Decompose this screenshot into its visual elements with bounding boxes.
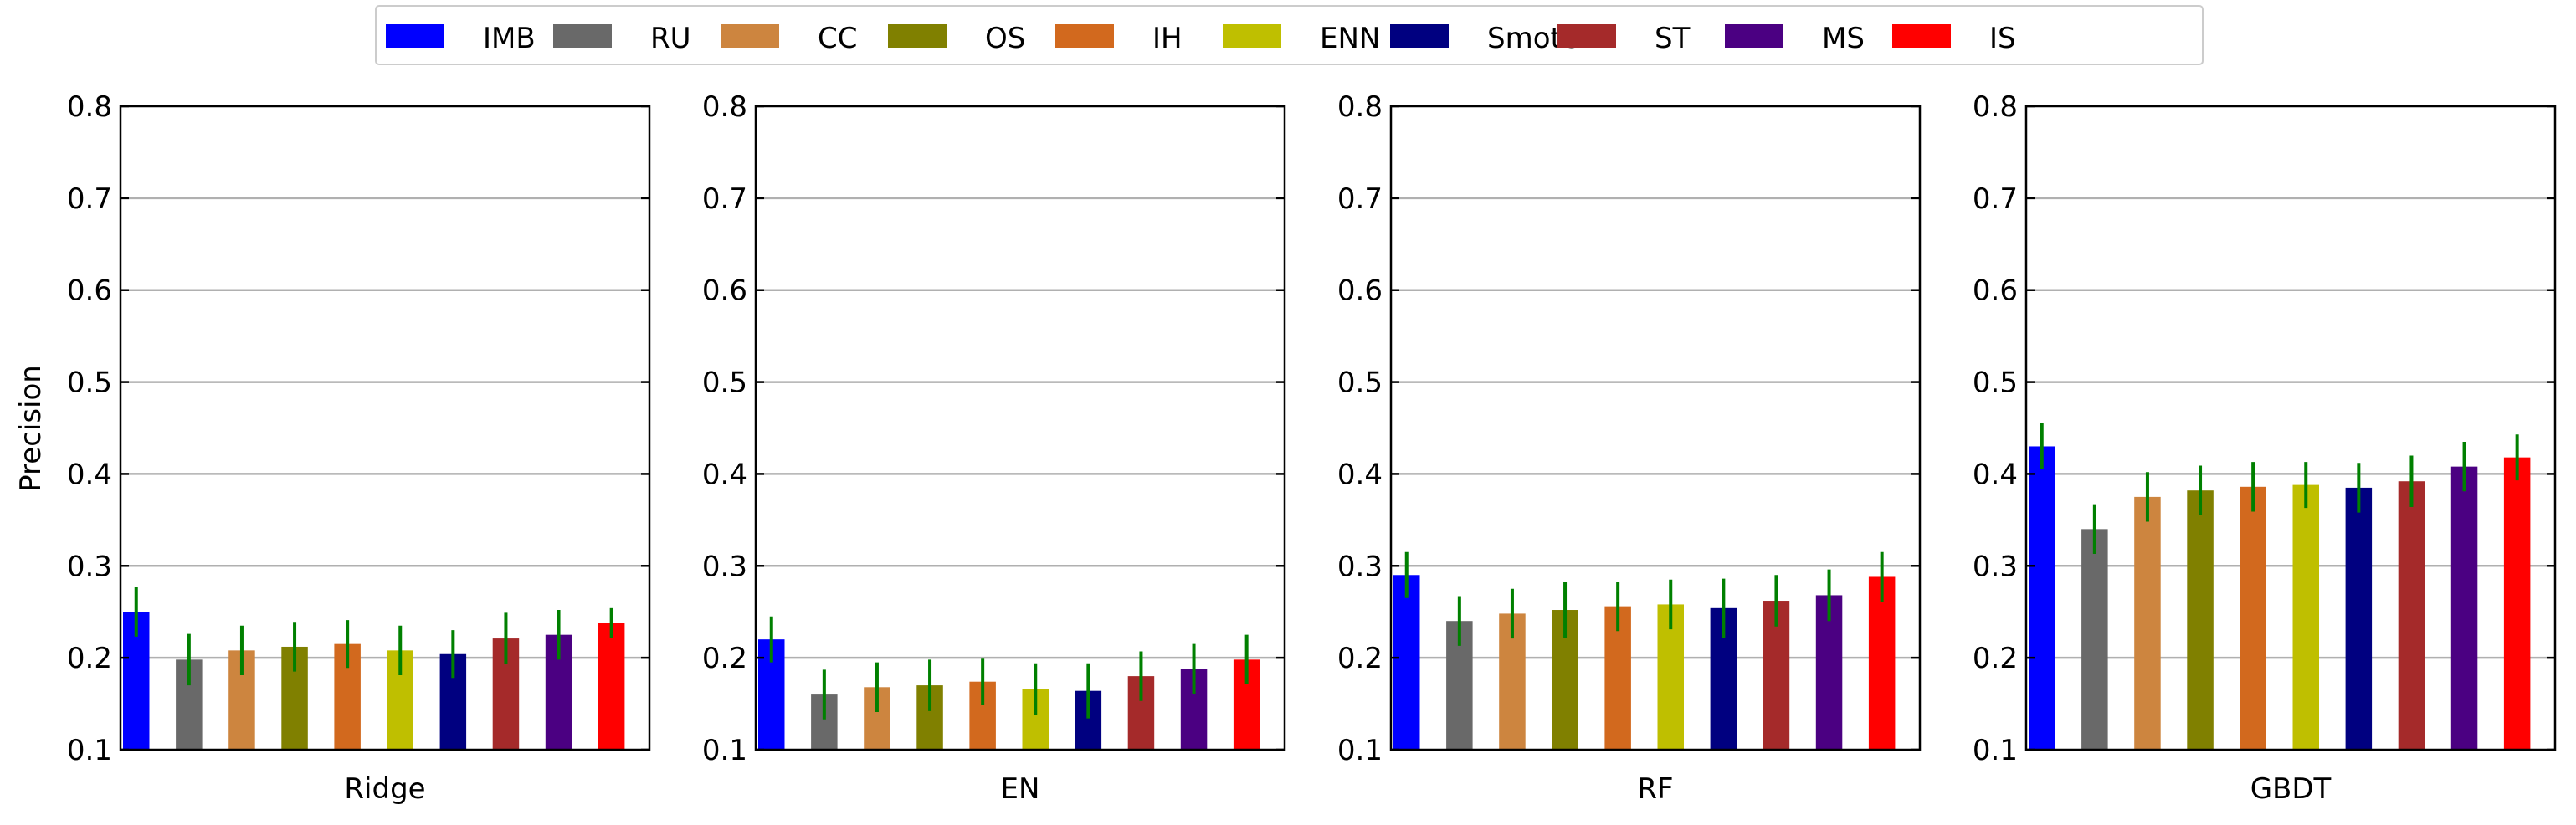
bar-cc	[2134, 496, 2161, 750]
legend-label: CC	[818, 22, 857, 55]
y-tick-label: 0.5	[702, 366, 747, 400]
legend-swatch	[1223, 24, 1281, 48]
y-tick-label: 0.7	[1337, 182, 1383, 216]
y-tick-label: 0.8	[1337, 90, 1383, 124]
y-tick-label: 0.5	[1337, 366, 1383, 400]
legend-swatch	[1557, 24, 1616, 48]
x-axis-label: Ridge	[344, 772, 425, 806]
y-tick-label: 0.5	[1973, 366, 2018, 400]
legend-swatch	[1390, 24, 1449, 48]
y-tick-label: 0.8	[1973, 90, 2018, 124]
bar-ih	[2240, 486, 2266, 750]
bar-ru	[2081, 529, 2108, 750]
y-tick-label: 0.1	[1337, 734, 1383, 767]
y-axis-label: Precision	[14, 365, 48, 492]
chart-panels: 0.10.20.30.40.50.60.70.8Ridge0.10.20.30.…	[67, 90, 2557, 806]
y-tick-label: 0.1	[1973, 734, 2018, 767]
legend-label: IH	[1152, 22, 1183, 55]
y-tick-label: 0.2	[67, 642, 112, 675]
y-tick-label: 0.3	[1973, 550, 2018, 583]
y-tick-label: 0.4	[67, 458, 112, 491]
y-tick-label: 0.7	[702, 182, 747, 216]
y-tick-label: 0.6	[67, 274, 112, 308]
y-tick-label: 0.6	[1973, 274, 2018, 308]
bar-imb	[2029, 446, 2055, 750]
y-tick-label: 0.6	[702, 274, 747, 308]
panel-rf: 0.1 0.2 0.3 0.4 0.5 0.6 0.7 0.8 RF	[1337, 90, 1922, 806]
y-tick-label: 0.2	[1337, 642, 1383, 675]
y-tick-label: 0.8	[702, 90, 747, 124]
x-axis-label: GBDT	[2250, 772, 2332, 806]
legend-label: MS	[1822, 22, 1865, 55]
legend-swatch	[1892, 24, 1951, 48]
legend: IMB RU CC OS IH ENN Smote ST MS IS	[375, 5, 2204, 65]
y-tick-label: 0.5	[67, 366, 112, 400]
legend-label: ENN	[1320, 22, 1380, 55]
legend-swatch	[386, 24, 444, 48]
y-tick-label: 0.3	[1337, 550, 1383, 583]
panel-ridge: 0.1 0.2 0.3 0.4 0.5 0.6 0.7 0.8 Ridge	[67, 90, 651, 806]
y-tick-label: 0.4	[702, 458, 747, 491]
x-axis-label: RF	[1637, 772, 1673, 806]
legend-label: IS	[1989, 22, 2016, 55]
legend-label: ST	[1655, 22, 1691, 55]
y-tick-label: 0.6	[1337, 274, 1383, 308]
y-tick-label: 0.1	[67, 734, 112, 767]
bar-is	[598, 623, 625, 750]
legend-label: RU	[650, 22, 691, 55]
panel-gbdt: 0.1 0.2 0.3 0.4 0.5 0.6 0.7 0.8 GBDT	[1973, 90, 2557, 806]
bar-os	[2187, 490, 2214, 750]
y-tick-label: 0.8	[67, 90, 112, 124]
legend-label: OS	[985, 22, 1025, 55]
y-tick-label: 0.7	[67, 182, 112, 216]
bar-enn	[2292, 484, 2319, 750]
legend-swatch	[888, 24, 947, 48]
y-tick-label: 0.3	[702, 550, 747, 583]
y-tick-label: 0.2	[702, 642, 747, 675]
legend-swatch	[1055, 24, 1114, 48]
x-axis-label: EN	[1001, 772, 1040, 806]
legend-swatch	[553, 24, 612, 48]
bar-is	[1868, 576, 1896, 750]
y-tick-label: 0.1	[702, 734, 747, 767]
panel-en: 0.1 0.2 0.3 0.4 0.5 0.6 0.7 0.8 EN	[702, 90, 1286, 806]
plot-frame	[754, 105, 1286, 751]
legend-label: IMB	[483, 22, 536, 55]
legend-swatch	[1725, 24, 1783, 48]
bar-st	[2398, 481, 2425, 750]
bar-smote	[2345, 487, 2373, 750]
plot-frame	[2024, 105, 2557, 751]
y-tick-label: 0.4	[1337, 458, 1383, 491]
plot-frame	[1389, 105, 1922, 751]
plot-frame	[119, 105, 651, 751]
bar-is	[2503, 457, 2531, 750]
y-tick-label: 0.7	[1973, 182, 2018, 216]
legend-swatch	[721, 24, 779, 48]
y-tick-label: 0.4	[1973, 458, 2018, 491]
bar-imb	[1393, 575, 1420, 750]
y-tick-label: 0.3	[67, 550, 112, 583]
bar-ms	[2450, 466, 2478, 750]
legend-box	[375, 5, 2204, 65]
y-tick-label: 0.2	[1973, 642, 2018, 675]
